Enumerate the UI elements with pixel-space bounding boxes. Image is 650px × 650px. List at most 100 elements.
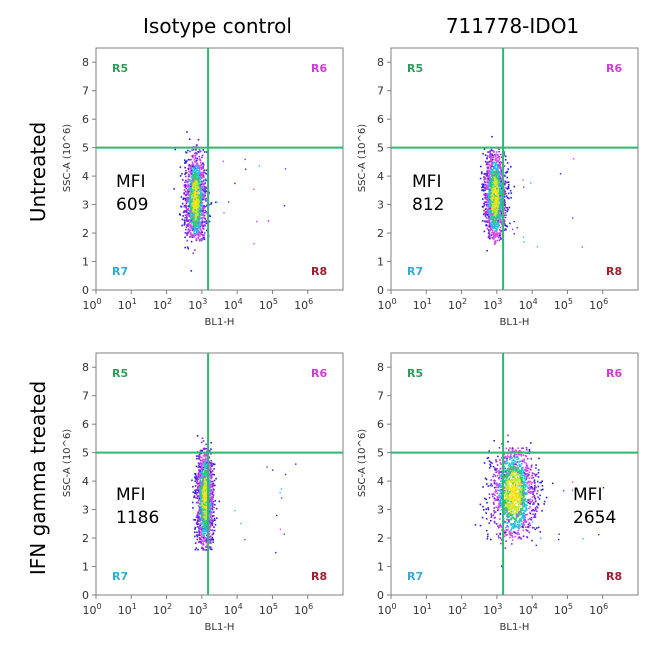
event-point — [198, 234, 200, 237]
event-point — [209, 535, 212, 538]
event-point — [191, 218, 194, 220]
event-point — [496, 195, 498, 198]
event-point — [504, 180, 506, 182]
event-point — [198, 234, 200, 236]
event-point — [186, 160, 188, 162]
event-point — [204, 505, 206, 507]
event-point — [503, 453, 505, 456]
event-point — [205, 487, 208, 490]
event-point — [214, 484, 216, 487]
y-tick-label: 4 — [82, 475, 89, 488]
event-point — [188, 223, 190, 225]
event-point — [500, 185, 503, 188]
event-point — [487, 219, 490, 222]
event-point — [518, 469, 520, 471]
event-point — [507, 185, 510, 188]
event-point — [209, 503, 212, 505]
event-point — [199, 217, 202, 219]
event-point — [483, 203, 486, 206]
event-point — [500, 183, 503, 185]
event-point — [500, 181, 502, 184]
event-point — [494, 167, 497, 170]
event-point — [536, 246, 539, 248]
event-point — [198, 534, 200, 536]
event-point — [496, 227, 499, 229]
event-point — [197, 176, 200, 179]
event-point — [204, 188, 206, 191]
event-point — [197, 214, 199, 216]
event-point — [496, 160, 499, 162]
event-point — [511, 499, 514, 502]
event-point — [199, 534, 202, 537]
event-point — [506, 534, 508, 536]
event-point — [208, 493, 211, 496]
event-point — [192, 212, 194, 215]
event-point — [197, 516, 200, 519]
event-point — [189, 221, 191, 224]
event-point — [193, 189, 195, 192]
event-point — [204, 463, 207, 465]
event-point — [499, 177, 501, 180]
event-point — [203, 190, 205, 192]
event-point — [505, 214, 507, 217]
event-point — [196, 531, 198, 533]
event-point — [213, 514, 215, 517]
event-point — [490, 149, 493, 152]
event-point — [499, 195, 501, 197]
event-point — [494, 209, 496, 211]
event-point — [184, 186, 186, 188]
event-point — [202, 181, 205, 183]
event-point — [198, 484, 201, 486]
event-point — [210, 489, 212, 491]
event-point — [187, 231, 189, 234]
event-point — [537, 472, 540, 474]
event-point — [525, 478, 527, 480]
event-point — [201, 227, 204, 229]
event-point — [195, 200, 197, 203]
event-point — [196, 198, 198, 200]
event-point — [194, 176, 196, 178]
event-point — [200, 541, 203, 544]
event-point — [490, 182, 493, 184]
event-point — [493, 243, 496, 245]
event-point — [499, 229, 501, 231]
event-point — [488, 235, 490, 238]
event-point — [203, 458, 205, 461]
event-point — [192, 187, 195, 190]
event-point — [504, 212, 507, 214]
event-point — [203, 535, 205, 537]
event-point — [195, 161, 197, 163]
event-point — [202, 478, 204, 481]
event-point — [191, 229, 193, 231]
event-point — [493, 174, 495, 177]
event-point — [521, 482, 523, 485]
event-point — [485, 194, 487, 196]
event-point — [186, 196, 188, 199]
event-point — [519, 460, 521, 463]
event-point — [492, 217, 495, 219]
event-point — [199, 214, 202, 217]
event-point — [496, 182, 499, 184]
event-point — [203, 214, 206, 217]
event-point — [484, 189, 486, 192]
event-point — [487, 485, 490, 487]
event-point — [200, 476, 203, 479]
event-point — [501, 230, 503, 232]
event-point — [205, 465, 207, 467]
event-point — [205, 200, 207, 202]
event-point — [189, 225, 192, 228]
event-point — [194, 249, 196, 251]
event-point — [194, 485, 197, 487]
quadrant-label-r5: R5 — [407, 62, 423, 75]
event-point — [499, 234, 501, 237]
event-point — [486, 155, 489, 157]
event-point — [185, 162, 187, 164]
y-axis-label: SSC-A (10^6) — [357, 124, 368, 192]
event-point — [489, 201, 492, 204]
event-point — [198, 199, 201, 201]
event-point — [485, 212, 487, 214]
event-point — [202, 198, 204, 201]
event-point — [505, 225, 508, 227]
event-point — [519, 475, 521, 478]
event-point — [199, 523, 201, 525]
